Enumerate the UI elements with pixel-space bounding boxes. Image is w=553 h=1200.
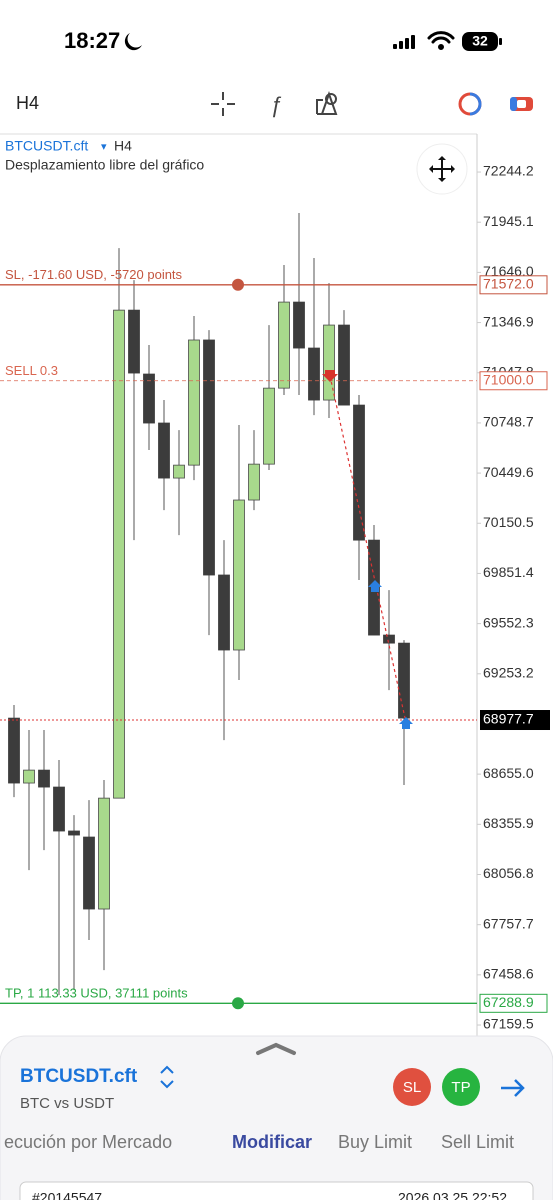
y-tick-label: 72244.2 [483,163,534,179]
tab[interactable]: Buy Limit [338,1132,412,1152]
candle-body [263,387,275,465]
candle-body [308,347,320,401]
candle-body [113,309,125,799]
candle-body [278,301,290,389]
last-price-box [480,710,550,731]
battery-tip [499,38,502,45]
plot-area: 72244.271945.171646.071346.971047.870748… [8,163,534,1032]
y-tick-label: 71945.1 [483,213,534,229]
position-row[interactable] [19,1181,534,1200]
candle-body [218,574,230,651]
candle-body [353,404,365,541]
y-tick-label: 70150.5 [483,514,534,530]
trade-icon[interactable] [458,92,482,116]
panel-description: BTC vs USDT [20,1095,114,1112]
order-panel [0,1035,553,1200]
panel-grabber[interactable] [256,1042,296,1055]
candle-body [323,324,335,401]
buy-marker [399,717,413,729]
level-price-box [479,993,548,1013]
battery-level: 32 [472,33,488,49]
buy-marker [368,580,382,592]
candle-body [128,309,140,374]
candle-body [53,786,65,832]
timeframe-button[interactable]: H4 [16,93,39,113]
candle-body [338,324,350,406]
y-tick-label: 71346.9 [483,313,534,329]
crosshair-icon[interactable] [211,92,235,116]
candle-body [293,301,305,349]
y-tick-label: 68655.0 [483,765,534,781]
candle-body [398,642,410,719]
chart-subtitle: Desplazamiento libre del gráfico [5,157,204,173]
tp-label[interactable]: TP [451,1079,470,1096]
account-icon[interactable] [510,97,533,111]
tab[interactable]: ecución por Mercado [4,1132,172,1152]
indicator-icon[interactable]: ƒ [270,92,282,117]
chart-symbol[interactable]: BTCUSDT.cft [5,138,88,154]
trade-path [329,375,406,719]
symbol-dropdown[interactable]: ▾ [101,141,107,153]
y-tick-label: 70748.7 [483,414,534,430]
signal-icon [393,35,415,49]
level-name: SELL 0.3 [5,363,58,378]
y-tick-label: 69851.4 [483,564,534,580]
wifi-icon [427,31,455,50]
last-price-label: 68977.7 [483,711,534,727]
y-tick-label: 67458.6 [483,966,534,982]
objects-icon[interactable] [316,90,338,115]
move-button[interactable] [416,143,468,195]
panel-symbol[interactable]: BTCUSDT.cft [20,1066,138,1087]
next-button[interactable] [501,1079,525,1097]
level-price-box [479,371,548,391]
candle-body [158,422,170,479]
y-tick-label: 67757.7 [483,915,534,931]
y-tick-label: 68056.8 [483,865,534,881]
sl-button[interactable] [393,1068,431,1106]
sell-marker [322,370,338,382]
level-handle [232,997,244,1010]
chart-timeframe: H4 [114,138,132,154]
y-tick-label: 71646.0 [483,263,534,279]
y-tick-label: 70449.6 [483,464,534,480]
level-price: 71572.0 [483,276,534,292]
level-handle [232,278,244,291]
candle-body [248,463,260,501]
y-tick-label: 69552.3 [483,614,534,630]
ticket: #20145547 [32,1190,102,1200]
moon-icon [124,33,142,51]
tab[interactable]: Sell Limit [441,1132,514,1152]
y-tick-label: 69253.2 [483,664,534,680]
level-price: 67288.9 [483,994,534,1010]
candle-body [23,769,35,784]
candle-body [8,717,20,784]
sl-label[interactable]: SL [403,1079,421,1096]
symbol-switch[interactable] [160,1065,174,1089]
candle-body [233,499,245,651]
y-tick-label: 68355.9 [483,815,534,831]
tp-button[interactable] [442,1068,480,1106]
clock: 18:27 [64,28,120,53]
candle-body [38,769,50,788]
position-date: 2026.03.25 22:52 [398,1190,507,1200]
battery-icon [462,32,498,51]
candle-body [98,797,110,910]
level-price: 71000.0 [483,371,534,387]
level-name: SL, -171.60 USD, -5720 points [5,267,183,282]
candle-body [188,339,200,466]
candle-body [143,373,155,424]
overlay: SL, -171.60 USD, -5720 points 71572.0 SELL… [0,267,550,1013]
candle-body [68,830,80,836]
level-price-box [479,275,548,295]
candle-body [383,634,395,644]
y-tick-label: 67159.5 [483,1016,534,1032]
candle-body [203,339,215,576]
tab-active[interactable]: Modificar [232,1132,312,1152]
candle-body [173,464,185,479]
candle-body [83,836,95,910]
level-name: TP, 1 113.33 USD, 37111 points [5,986,188,1001]
